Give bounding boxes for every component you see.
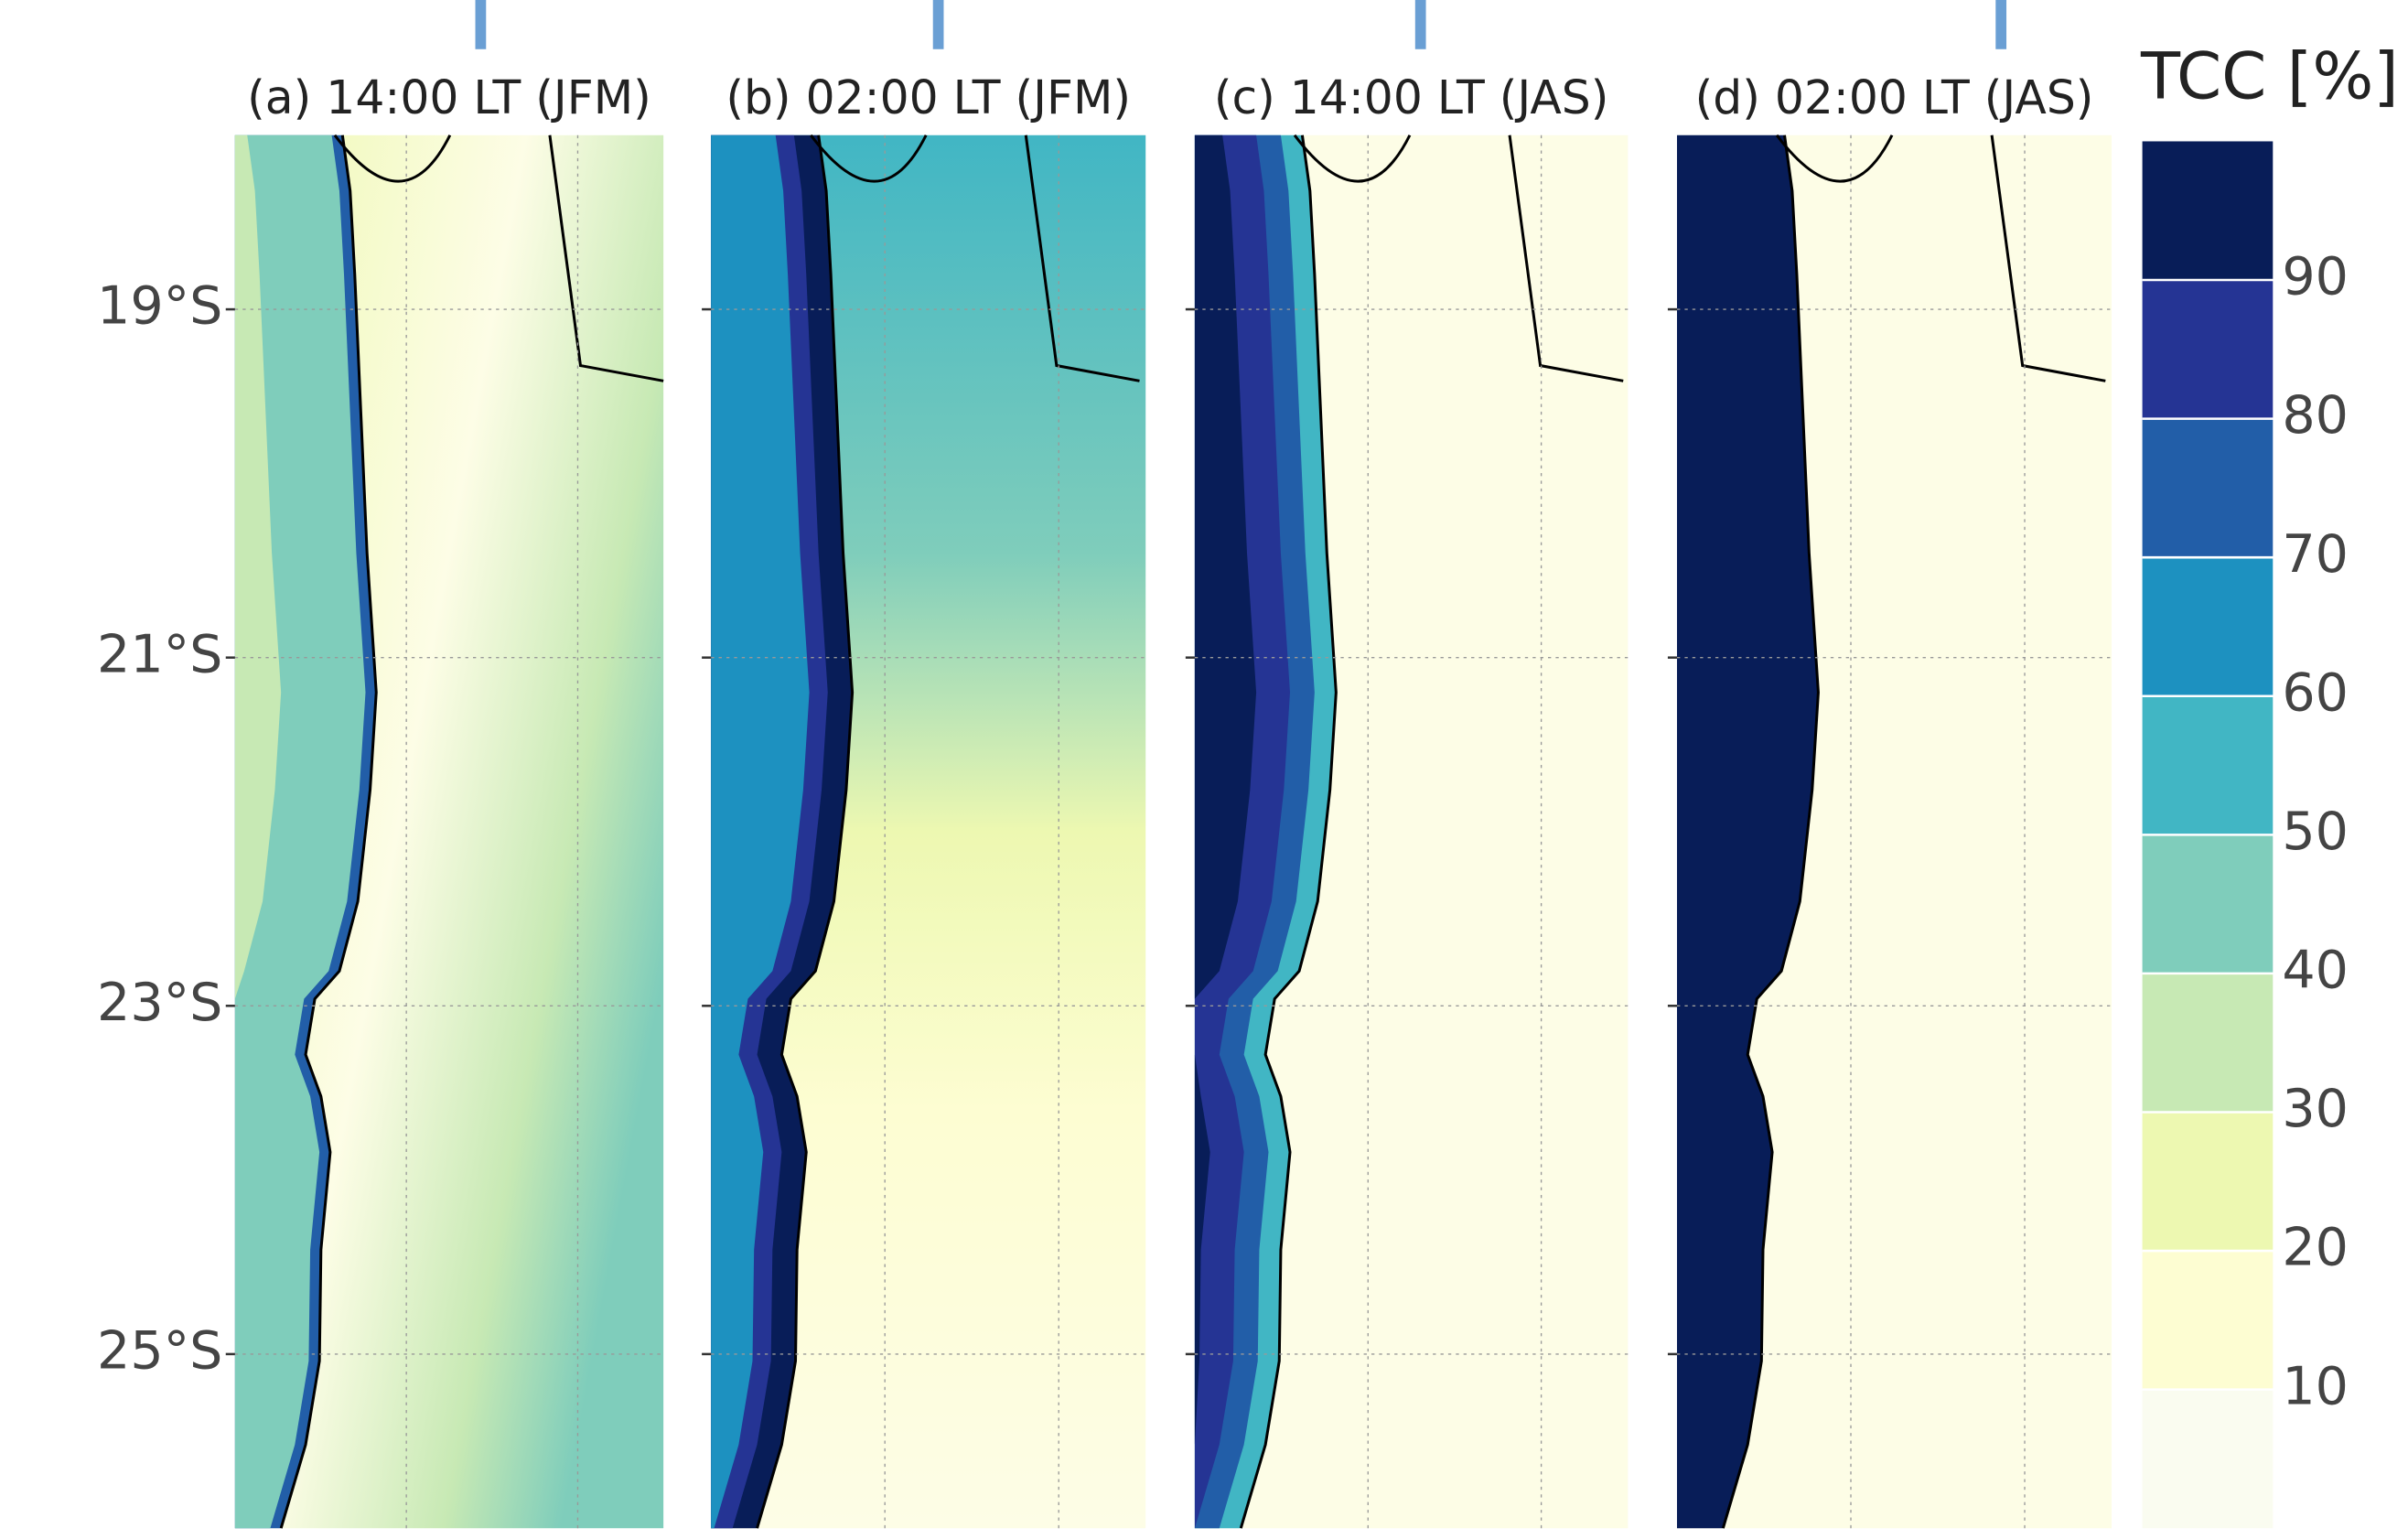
lat-label: 19°S <box>97 276 222 337</box>
panel-title: (b) 02:00 LT (JFM) <box>726 70 1131 124</box>
lat-label: 23°S <box>97 973 222 1033</box>
colorbar-tick-label: 40 <box>2282 941 2349 1001</box>
colorbar-tick-label: 50 <box>2282 802 2349 862</box>
colorbar-title: TCC [%] <box>2140 38 2399 113</box>
colorbar-segment <box>2143 1390 2274 1529</box>
map-panel <box>1186 135 1628 1528</box>
colorbar-tick-label: 80 <box>2282 385 2349 446</box>
colorbar-segment <box>2143 974 2274 1113</box>
colorbar-tick-label: 60 <box>2282 662 2349 723</box>
colorbar-segment <box>2143 557 2274 696</box>
lat-label: 25°S <box>97 1321 222 1382</box>
map-panel <box>702 135 1145 1528</box>
colorbar-tick-label: 20 <box>2282 1218 2349 1278</box>
colorbar-segment <box>2143 1112 2274 1251</box>
panel-title: (c) 14:00 LT (JAS) <box>1214 70 1609 124</box>
panel-title: (a) 14:00 LT (JFM) <box>247 70 651 124</box>
map-panel <box>226 135 663 1528</box>
colorbar-tick-label: 30 <box>2282 1079 2349 1139</box>
lat-label: 21°S <box>97 624 222 684</box>
panel-title: (d) 02:00 LT (JAS) <box>1695 70 2094 124</box>
figure: TCC [%] (a) 14:00 LT (JFM) (b) 02:00 LT (… <box>0 0 2408 1539</box>
colorbar-segment <box>2143 696 2274 835</box>
colorbar-segment <box>2143 280 2274 419</box>
colorbar-segment <box>2143 1251 2274 1390</box>
map-panel <box>1668 135 2112 1528</box>
colorbar-tick-label: 10 <box>2282 1356 2349 1416</box>
colorbar-tick-label: 70 <box>2282 524 2349 585</box>
colorbar-tick-label: 90 <box>2282 247 2349 307</box>
page: {"chart_data": {"type": "map", "panels":… <box>0 0 2408 1539</box>
colorbar-segment <box>2143 141 2274 280</box>
top-markers <box>480 0 2001 49</box>
colorbar-segment <box>2143 834 2274 974</box>
colorbar-segment <box>2143 419 2274 558</box>
